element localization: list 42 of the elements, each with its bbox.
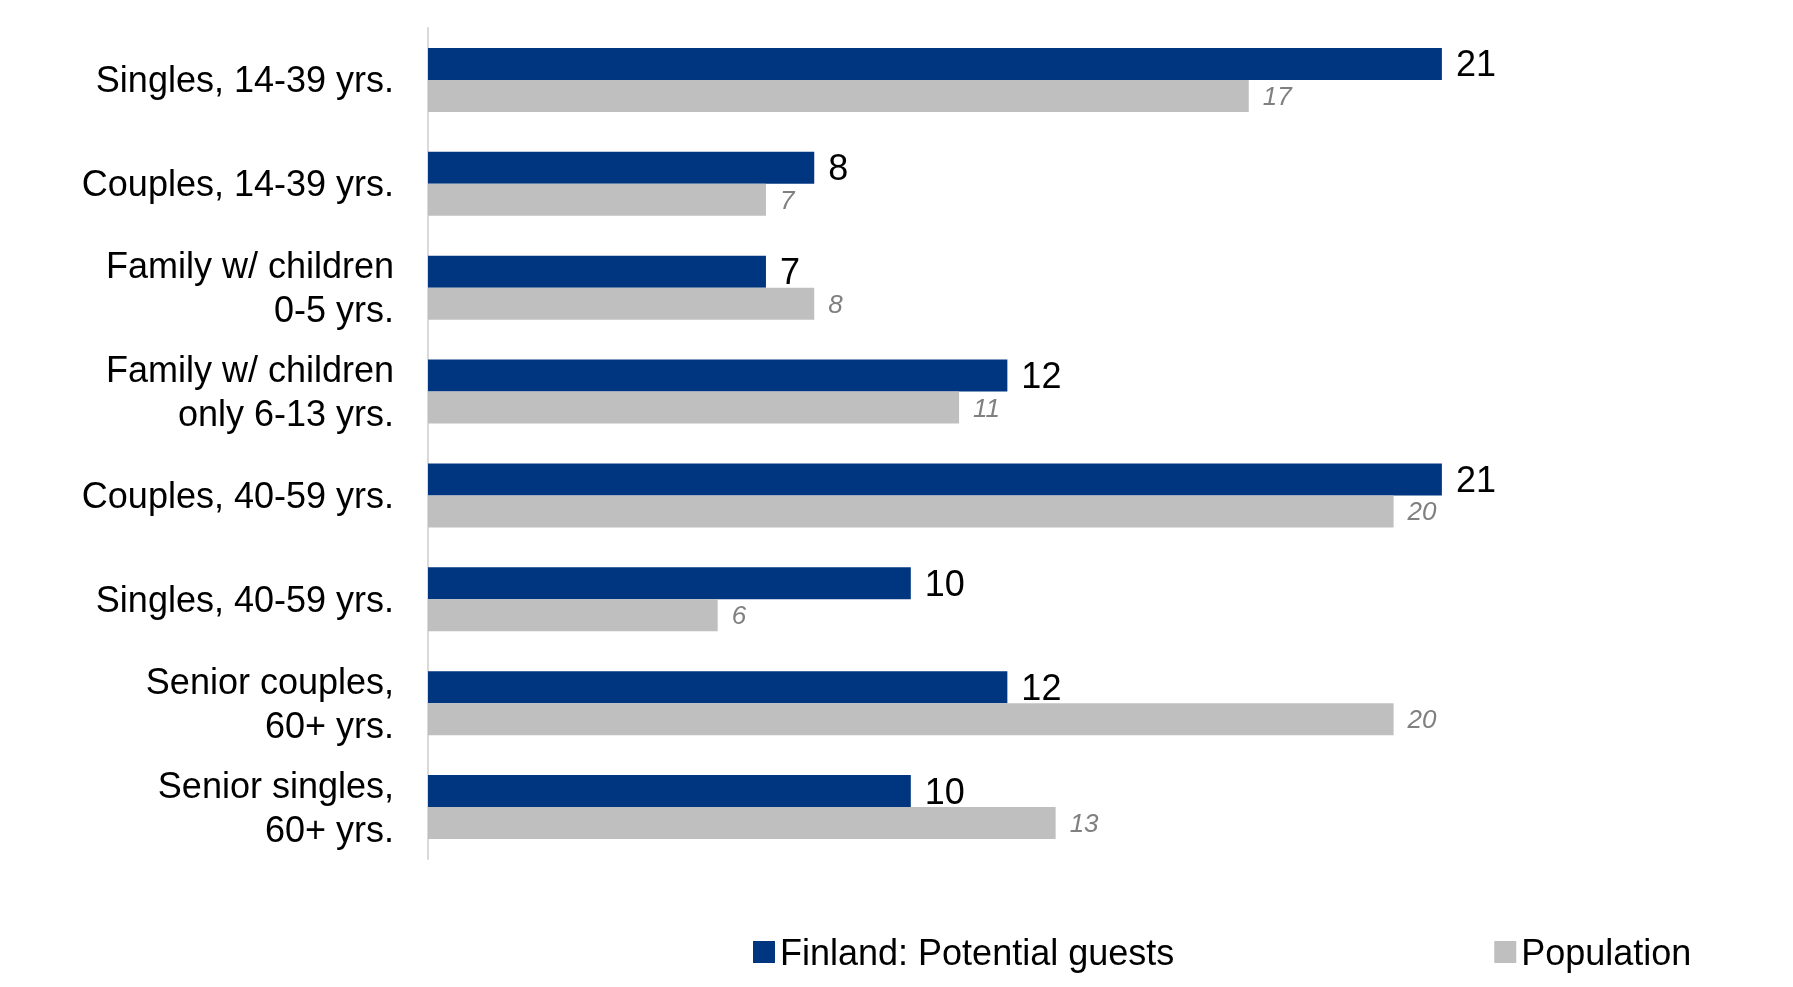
data-label: 12 xyxy=(1021,355,1062,397)
data-label: 8 xyxy=(828,147,849,189)
y-tick-label: Singles, 14-39 yrs. xyxy=(95,59,394,101)
bar xyxy=(428,671,1008,704)
data-label: 8 xyxy=(828,288,844,319)
data-label: 10 xyxy=(924,770,965,812)
legend-label: Population xyxy=(1521,931,1692,973)
data-label: 12 xyxy=(1021,666,1062,708)
data-label: 10 xyxy=(924,562,965,604)
data-label: 20 xyxy=(1406,496,1438,527)
data-label: 11 xyxy=(973,392,1001,423)
bar xyxy=(428,807,1056,840)
bar xyxy=(428,567,911,600)
y-tick-label: Singles, 40-59 yrs. xyxy=(95,578,394,620)
y-tick-label: Senior couples, 60+ yrs. xyxy=(145,660,394,746)
bar xyxy=(428,775,911,808)
bar xyxy=(428,703,1394,736)
bar xyxy=(428,391,960,424)
data-label: 13 xyxy=(1069,808,1100,839)
bar xyxy=(428,79,1249,112)
data-label: 6 xyxy=(731,600,747,631)
bar xyxy=(428,359,1008,392)
data-label: 20 xyxy=(1406,704,1438,735)
y-tick-label: Couples, 14-39 yrs. xyxy=(81,163,394,205)
legend-label: Finland: Potential guests xyxy=(780,931,1175,973)
y-tick-label: Family w/ children 0-5 yrs. xyxy=(105,245,394,331)
bar xyxy=(428,287,815,320)
bar xyxy=(428,599,718,632)
bar xyxy=(428,463,1442,496)
bar xyxy=(428,495,1394,528)
data-label: 21 xyxy=(1455,458,1496,500)
data-label: 7 xyxy=(779,251,800,293)
bar xyxy=(428,151,815,184)
bar xyxy=(428,255,766,288)
y-tick-label: Family w/ children only 6-13 yrs. xyxy=(105,349,394,435)
data-label: 17 xyxy=(1262,80,1294,111)
bar xyxy=(428,183,766,216)
data-label: 7 xyxy=(779,184,796,215)
y-tick-label: Senior singles, 60+ yrs. xyxy=(157,764,394,850)
y-tick-label: Couples, 40-59 yrs. xyxy=(81,474,394,516)
data-label: 21 xyxy=(1455,43,1496,85)
bar xyxy=(428,47,1442,80)
